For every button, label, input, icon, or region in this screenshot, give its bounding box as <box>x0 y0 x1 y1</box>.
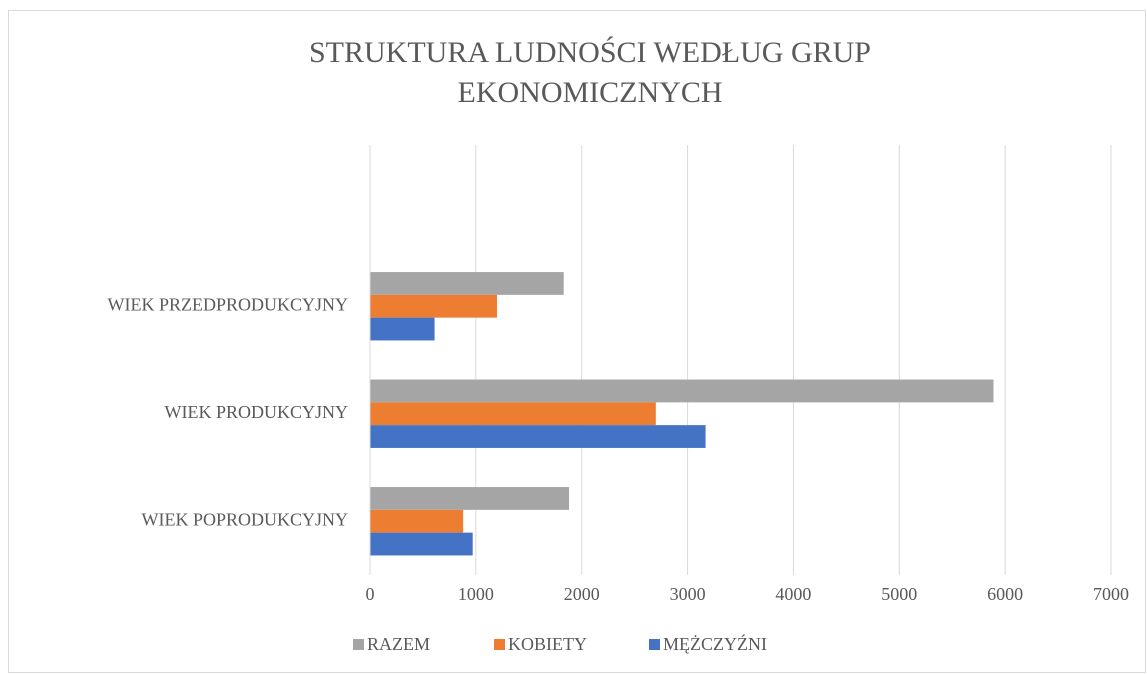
legend-label: MĘŻCZYŹNI <box>663 633 767 654</box>
x-tick-label: 1000 <box>458 584 494 604</box>
bar <box>370 272 564 295</box>
legend-label: KOBIETY <box>508 634 587 654</box>
bar <box>370 402 656 426</box>
bar <box>370 317 435 341</box>
x-tick-label: 6000 <box>987 584 1023 604</box>
x-tick-label: 3000 <box>670 584 706 604</box>
bar <box>370 487 570 510</box>
bar <box>370 532 473 556</box>
x-tick-label: 5000 <box>881 584 917 604</box>
legend-swatch <box>494 639 505 650</box>
bar <box>370 379 994 403</box>
legend-label: RAZEM <box>367 634 430 654</box>
legend-swatch <box>649 639 660 650</box>
x-tick-label: 4000 <box>775 584 811 604</box>
chart-frame <box>8 10 1146 673</box>
x-tick-label: 2000 <box>564 584 600 604</box>
y-tick-label: WIEK PRZEDPRODUKCYJNY <box>107 294 348 314</box>
x-tick-label: 0 <box>366 584 375 604</box>
legend-swatch <box>353 639 364 650</box>
bar <box>370 509 464 533</box>
y-tick-label: WIEK PRODUKCYJNY <box>165 402 349 422</box>
bar <box>370 294 498 318</box>
y-tick-label: WIEK POPRODUKCYJNY <box>141 509 348 529</box>
chart-title: STRUKTURA LUDNOŚCI WEDŁUG GRUP EKONOMICZN… <box>309 36 871 109</box>
x-tick-label: 7000 <box>1093 584 1129 604</box>
bar <box>370 425 706 448</box>
